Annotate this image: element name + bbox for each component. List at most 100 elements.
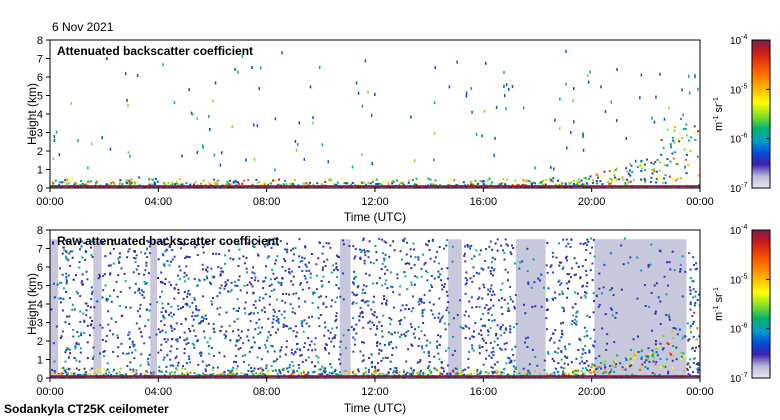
heatmap-cell	[437, 352, 440, 355]
heatmap-cell	[697, 369, 700, 372]
heatmap-cell	[647, 305, 650, 308]
heatmap-cell	[562, 307, 565, 310]
heatmap-cell	[251, 271, 254, 274]
heatmap-cell	[186, 292, 189, 295]
heatmap-cell	[427, 240, 430, 243]
heatmap-cell	[330, 366, 333, 369]
heatmap-cell	[438, 297, 441, 300]
heatmap-cell	[503, 298, 506, 301]
heatmap-cell	[421, 309, 424, 312]
heatmap-cell	[175, 283, 178, 286]
heatmap-cell	[284, 260, 287, 263]
heatmap-cell	[125, 353, 128, 356]
heatmap-cell	[690, 348, 693, 351]
heatmap-cell	[129, 368, 132, 371]
heatmap-cell	[577, 181, 580, 184]
heatmap-cell	[573, 274, 576, 277]
heatmap-cell	[437, 316, 440, 319]
heatmap-cell	[622, 178, 625, 181]
heatmap-cell	[387, 181, 390, 184]
heatmap-cell	[139, 364, 142, 367]
heatmap-cell	[549, 265, 552, 268]
heatmap-cell	[417, 326, 420, 329]
heatmap-cell	[341, 272, 344, 275]
heatmap-cell	[496, 238, 499, 241]
heatmap-cell	[403, 376, 406, 378]
heatmap-cell	[384, 253, 387, 256]
heatmap-cell	[236, 298, 239, 301]
heatmap-cell	[585, 360, 588, 363]
heatmap-cell	[438, 344, 441, 347]
heatmap-cell	[496, 361, 499, 364]
heatmap-cell	[640, 269, 643, 272]
heatmap-cell	[697, 174, 700, 177]
heatmap-cell	[414, 256, 417, 259]
heatmap-cell	[313, 343, 316, 346]
heatmap-cell	[181, 242, 184, 245]
heatmap-cell	[333, 336, 336, 339]
heatmap-cell	[352, 301, 355, 304]
heatmap-cell	[105, 340, 108, 343]
heatmap-cell	[112, 181, 115, 184]
heatmap-cell	[274, 360, 277, 363]
heatmap-cell	[398, 373, 401, 376]
heatmap-cell	[173, 328, 176, 331]
heatmap-cell	[335, 373, 338, 376]
heatmap-cell	[169, 358, 172, 361]
heatmap-cell	[563, 367, 566, 370]
heatmap-cell	[240, 376, 243, 378]
heatmap-cell	[176, 368, 179, 371]
heatmap-cell	[91, 367, 94, 370]
heatmap-cell	[575, 323, 578, 326]
heatmap-cell	[109, 272, 112, 275]
heatmap-cell	[303, 342, 306, 345]
heatmap-cell	[478, 344, 481, 347]
heatmap-cell	[604, 360, 607, 363]
heatmap-cell	[94, 186, 97, 188]
heatmap-cell	[651, 172, 654, 175]
heatmap-cell	[117, 186, 120, 188]
heatmap-cell	[472, 349, 475, 352]
heatmap-cell	[416, 361, 419, 364]
heatmap-cell	[225, 283, 228, 286]
heatmap-cell	[255, 178, 258, 181]
heatmap-cell	[389, 323, 392, 326]
heatmap-cell	[256, 240, 259, 243]
heatmap-cell	[488, 370, 491, 373]
heatmap-cell	[127, 186, 130, 188]
heatmap-cell	[314, 186, 317, 188]
heatmap-cell	[673, 141, 676, 144]
heatmap-cell	[510, 253, 513, 256]
heatmap-cell	[133, 250, 136, 253]
heatmap-cell	[251, 346, 254, 349]
heatmap-cell	[401, 304, 404, 307]
heatmap-cell	[193, 298, 196, 301]
heatmap-cell	[672, 345, 675, 348]
heatmap-cell	[252, 266, 255, 269]
x-tick-label: 08:00	[253, 196, 281, 208]
heatmap-cell	[695, 338, 698, 341]
heatmap-cell	[201, 316, 204, 319]
heatmap-cell	[83, 242, 86, 245]
heatmap-cell	[159, 295, 162, 298]
heatmap-cell	[374, 186, 377, 188]
heatmap-cell	[688, 74, 690, 78]
heatmap-cell	[420, 275, 423, 278]
heatmap-cell	[392, 371, 395, 374]
heatmap-cell	[696, 368, 699, 371]
heatmap-cell	[438, 245, 441, 248]
heatmap-cell	[157, 186, 160, 188]
heatmap-cell	[484, 259, 487, 262]
heatmap-cell	[226, 373, 229, 376]
heatmap-cell	[503, 84, 505, 88]
heatmap-cell	[386, 287, 389, 290]
heatmap-cell	[377, 182, 380, 185]
heatmap-cell	[571, 320, 574, 323]
heatmap-cell	[308, 325, 311, 328]
heatmap-cell	[640, 73, 643, 77]
heatmap-cell	[514, 366, 517, 369]
heatmap-cell	[163, 338, 166, 341]
heatmap-cell	[398, 320, 401, 323]
heatmap-cell	[161, 329, 164, 332]
heatmap-cell	[138, 292, 141, 295]
